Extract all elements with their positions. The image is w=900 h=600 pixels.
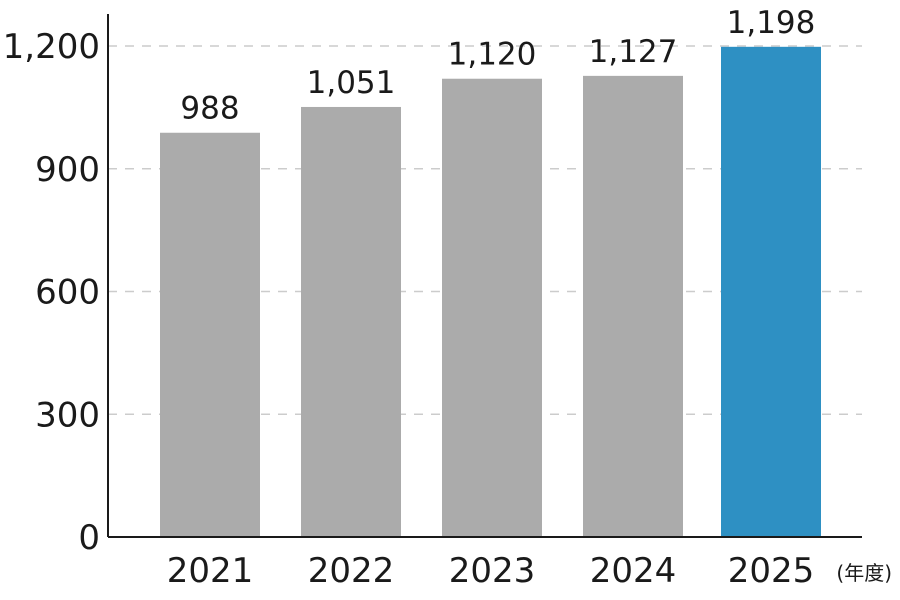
- axes: [107, 14, 862, 538]
- data-label: 1,051: [307, 65, 396, 101]
- x-tick-label: 2022: [308, 551, 395, 591]
- data-labels: 988 1,051 1,120 1,127 1,198: [180, 5, 815, 127]
- y-tick-labels: 0 300 600 900 1,200: [3, 27, 100, 558]
- y-tick-label: 0: [78, 518, 100, 558]
- data-label: 988: [180, 91, 239, 127]
- bar-2025: [721, 46, 821, 538]
- data-label: 1,127: [589, 34, 678, 70]
- bar-2022: [301, 106, 401, 538]
- y-tick-label: 900: [35, 150, 100, 190]
- bars: [160, 46, 821, 538]
- x-tick-label: 2021: [167, 551, 254, 591]
- y-tick-label: 1,200: [3, 27, 100, 67]
- bar-2021: [160, 132, 260, 537]
- x-tick-labels: 2021 2022 2023 2024 2025: [167, 551, 815, 591]
- bar-2024: [583, 75, 683, 537]
- x-tick-label: 2024: [590, 551, 677, 591]
- bar-2023: [442, 78, 542, 537]
- x-tick-label: 2023: [449, 551, 536, 591]
- x-tick-label: 2025: [728, 551, 815, 591]
- y-tick-label: 300: [35, 395, 100, 435]
- y-tick-label: 600: [35, 273, 100, 313]
- x-axis-unit-label: (年度): [836, 561, 892, 585]
- data-label: 1,120: [448, 37, 537, 73]
- data-label: 1,198: [727, 5, 816, 41]
